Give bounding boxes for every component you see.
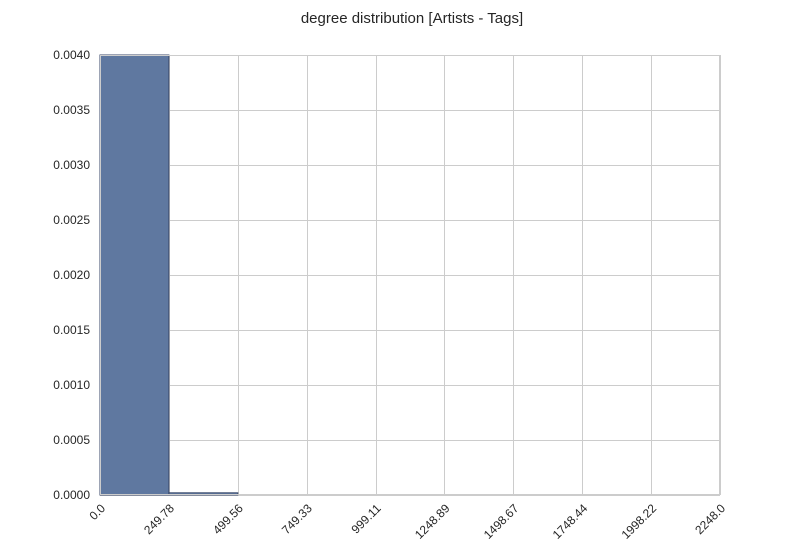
x-tick-label: 749.33 xyxy=(279,501,315,537)
y-tick-label: 0.0040 xyxy=(53,48,90,62)
y-tick-labels: 0.0000 0.0005 0.0010 0.0015 0.0020 0.0025 0.00… xyxy=(53,48,90,502)
y-tick-label: 0.0020 xyxy=(53,268,90,282)
y-tick-label: 0.0005 xyxy=(53,433,90,447)
y-tick-label: 0.0015 xyxy=(53,323,90,337)
x-tick-label: 999.11 xyxy=(348,501,383,536)
y-tick-label: 0.0025 xyxy=(53,213,90,227)
x-tick-label: 2248.0 xyxy=(692,501,728,537)
plot-frame xyxy=(100,55,720,495)
y-tick-label: 0.0010 xyxy=(53,378,90,392)
x-tick-label: 249.78 xyxy=(141,501,177,537)
y-tick-label: 0.0030 xyxy=(53,158,90,172)
grid-lines xyxy=(100,55,721,496)
x-tick-label: 1498.67 xyxy=(481,501,522,542)
chart-title: degree distribution [Artists - Tags] xyxy=(300,10,524,27)
y-tick-label: 0.0035 xyxy=(53,103,90,117)
x-tick-label: 1748.44 xyxy=(550,501,591,542)
x-tick-labels: 0.0 249.78 499.56 749.33 999.11 1248.89 1498.6… xyxy=(86,501,728,542)
x-tick-label: 499.56 xyxy=(210,501,246,537)
y-tick-label: 0.0000 xyxy=(53,488,90,502)
x-tick-label: 0.0 xyxy=(86,501,108,523)
x-tick-label: 1248.89 xyxy=(412,501,453,542)
x-tick-label: 1998.22 xyxy=(619,501,660,542)
histogram-bar xyxy=(99,54,170,496)
